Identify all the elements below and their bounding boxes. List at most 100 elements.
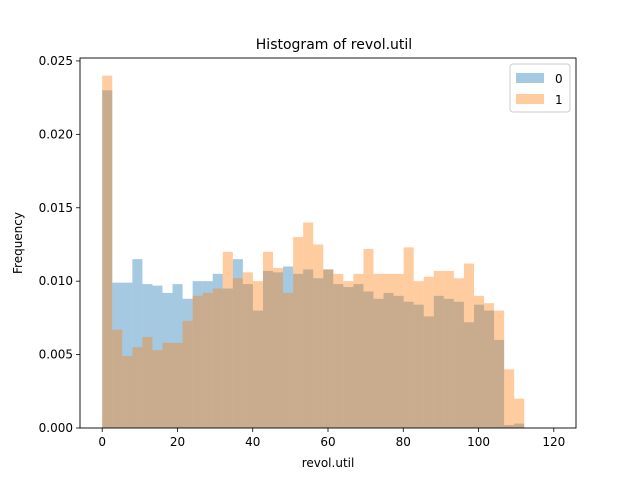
x-tick-label: 20 bbox=[170, 435, 185, 449]
bar-series-1-bin-31 bbox=[413, 281, 424, 428]
bar-series-0-bin-31 bbox=[413, 304, 424, 428]
y-tick-label: 0.015 bbox=[39, 201, 73, 215]
bar-series-1-bin-41 bbox=[514, 398, 525, 428]
y-tick-label: 0.025 bbox=[39, 54, 73, 68]
bar-series-1-bin-11 bbox=[212, 288, 223, 428]
bar-series-0-bin-40 bbox=[504, 425, 515, 428]
y-tick-label: 0.020 bbox=[39, 127, 73, 141]
bar-series-1-bin-25 bbox=[353, 273, 364, 428]
bar-series-1-bin-36 bbox=[463, 263, 474, 428]
x-tick-label: 60 bbox=[320, 435, 335, 449]
bar-series-1-bin-27 bbox=[373, 273, 384, 428]
bar-series-1-bin-37 bbox=[473, 295, 485, 428]
bar-series-0-bin-37 bbox=[473, 304, 485, 428]
bar-series-0-bin-25 bbox=[353, 284, 364, 428]
bar-series-0-bin-16 bbox=[262, 270, 274, 428]
bar-series-1-bin-9 bbox=[192, 295, 203, 428]
bar-series-0-bin-18 bbox=[283, 266, 294, 428]
bar-series-1-bin-20 bbox=[303, 222, 314, 428]
bar-series-1-bin-28 bbox=[383, 273, 394, 428]
bar-series-0-bin-20 bbox=[303, 269, 314, 428]
bar-series-0-bin-39 bbox=[494, 339, 505, 428]
bar-series-1-bin-39 bbox=[494, 310, 505, 428]
bar-series-0-bin-21 bbox=[313, 278, 324, 428]
bar-series-0-bin-36 bbox=[463, 322, 474, 428]
legend-label-1: 1 bbox=[555, 93, 563, 107]
bar-series-1-bin-4 bbox=[142, 336, 153, 428]
bar-series-1-bin-5 bbox=[152, 350, 163, 428]
y-axis-label: Frequency bbox=[11, 212, 25, 274]
bar-series-0-bin-24 bbox=[343, 287, 354, 428]
bar-series-1-bin-14 bbox=[242, 272, 253, 428]
bar-series-1-bin-26 bbox=[363, 248, 374, 428]
bar-series-1-bin-33 bbox=[433, 270, 444, 428]
bar-series-1-bin-10 bbox=[202, 292, 213, 428]
bar-series-0-bin-14 bbox=[242, 284, 253, 428]
bar-series-1-bin-23 bbox=[333, 273, 344, 428]
bar-series-0-bin-12 bbox=[222, 288, 233, 428]
x-axis-label: revol.util bbox=[302, 456, 355, 470]
bar-series-1-bin-16 bbox=[262, 251, 274, 428]
bar-series-0-bin-6 bbox=[162, 292, 173, 428]
bar-series-0-bin-41 bbox=[514, 423, 525, 428]
x-axis-ticks: 0 20 40 60 80 100 120 bbox=[98, 428, 565, 449]
bar-series-1-bin-22 bbox=[323, 269, 334, 428]
bar-series-0-bin-11 bbox=[212, 273, 223, 428]
bar-series-0-bin-15 bbox=[252, 310, 263, 428]
bar-series-0-bin-27 bbox=[373, 298, 384, 428]
x-tick-label: 100 bbox=[467, 435, 490, 449]
bar-series-1-bin-29 bbox=[393, 273, 404, 428]
bar-series-1-bin-7 bbox=[172, 342, 183, 428]
bar-series-0-bin-4 bbox=[142, 284, 153, 428]
bar-series-0-bin-0 bbox=[102, 90, 113, 429]
chart-title: Histogram of revol.util bbox=[256, 37, 412, 53]
bar-series-0-bin-17 bbox=[273, 272, 284, 428]
y-axis-ticks: 0.000 0.005 0.010 0.015 0.020 0.025 bbox=[39, 54, 80, 435]
x-tick-label: 80 bbox=[396, 435, 411, 449]
bar-series-1-bin-15 bbox=[252, 281, 263, 428]
bar-series-1-bin-12 bbox=[222, 251, 233, 428]
x-tick-label: 120 bbox=[542, 435, 565, 449]
bar-series-1-bin-38 bbox=[484, 303, 495, 428]
bar-series-0-bin-29 bbox=[393, 295, 404, 428]
bar-series-0-bin-9 bbox=[192, 281, 203, 428]
bar-series-0-bin-38 bbox=[484, 310, 495, 428]
bar-series-1-bin-21 bbox=[313, 244, 324, 428]
y-tick-label: 0.000 bbox=[39, 421, 73, 435]
bar-series-1-bin-1 bbox=[112, 329, 123, 428]
bar-series-1-bin-0 bbox=[102, 75, 113, 428]
bar-series-0-bin-19 bbox=[293, 273, 304, 428]
bar-series-0-bin-35 bbox=[453, 301, 464, 428]
bar-series-1-bin-30 bbox=[403, 247, 414, 428]
bar-series-0-bin-10 bbox=[202, 281, 213, 428]
bar-series-1-bin-13 bbox=[232, 278, 243, 428]
bar-series-1-bin-18 bbox=[283, 292, 294, 428]
bar-series-0-bin-33 bbox=[433, 295, 444, 428]
bar-series-0-bin-7 bbox=[172, 284, 183, 428]
bar-series-1-bin-34 bbox=[443, 270, 454, 428]
x-tick-label: 0 bbox=[98, 435, 106, 449]
bar-series-1-bin-19 bbox=[293, 237, 304, 428]
bar-series-0-bin-1 bbox=[112, 282, 123, 428]
bar-series-0-bin-13 bbox=[232, 259, 243, 428]
bar-series-1-bin-17 bbox=[273, 267, 284, 428]
bar-series-0-bin-22 bbox=[323, 269, 334, 428]
legend: 01 bbox=[509, 63, 571, 113]
bars-layer bbox=[102, 75, 525, 429]
x-tick-label: 40 bbox=[245, 435, 260, 449]
bar-series-1-bin-40 bbox=[504, 369, 515, 428]
bar-series-1-bin-8 bbox=[182, 320, 193, 428]
bar-series-0-bin-26 bbox=[363, 291, 374, 428]
bar-series-1-bin-35 bbox=[453, 278, 464, 428]
bar-series-0-bin-30 bbox=[403, 301, 414, 428]
bar-series-0-bin-28 bbox=[383, 292, 394, 428]
y-tick-label: 0.010 bbox=[39, 274, 73, 288]
bar-series-1-bin-6 bbox=[162, 342, 173, 428]
bar-series-0-bin-23 bbox=[333, 284, 344, 428]
bar-series-0-bin-3 bbox=[132, 259, 143, 428]
bar-series-0-bin-2 bbox=[122, 282, 133, 428]
legend-box bbox=[509, 63, 571, 113]
bar-series-0-bin-5 bbox=[152, 285, 163, 428]
bar-series-1-bin-2 bbox=[122, 356, 133, 428]
